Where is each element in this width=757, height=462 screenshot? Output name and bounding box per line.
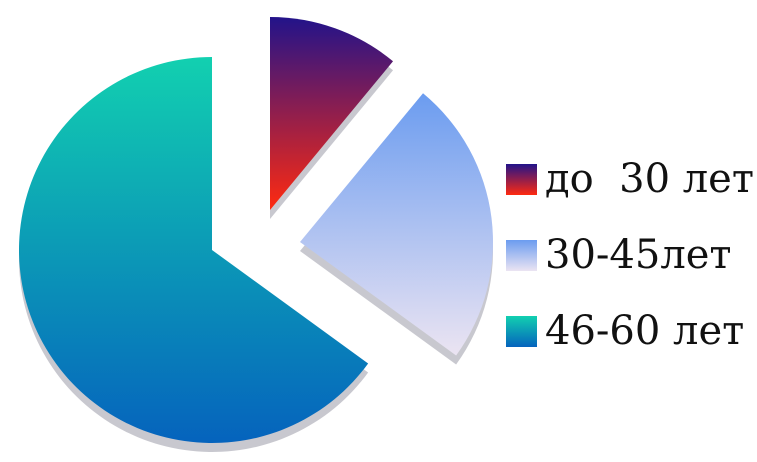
legend-item: 46-60 лет: [506, 304, 751, 358]
legend-label: до 30 лет: [545, 156, 754, 202]
legend-label: 30-45лет: [545, 232, 732, 278]
legend-item: до 30 лет: [506, 152, 754, 206]
pie-slice: [300, 93, 493, 356]
legend: до 30 лет 30-45лет 46-60 лет: [506, 152, 754, 380]
legend-label: 46-60 лет: [545, 308, 745, 354]
legend-swatch: [506, 239, 537, 271]
legend-swatch: [506, 163, 537, 195]
legend-item: 30-45лет: [506, 228, 751, 282]
pie-slice: [270, 17, 394, 210]
pie-slice: [18, 57, 369, 444]
legend-swatch: [506, 315, 537, 347]
